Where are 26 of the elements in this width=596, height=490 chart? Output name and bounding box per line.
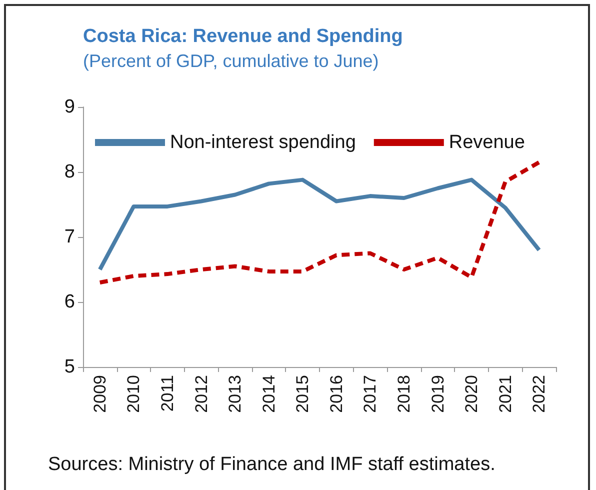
x-tick-label: 2014 <box>259 375 278 413</box>
x-tick-label: 2016 <box>326 375 346 413</box>
x-tick-label: 2009 <box>90 375 110 413</box>
legend-label: Revenue <box>448 132 525 153</box>
x-tick-label: 2021 <box>496 375 515 413</box>
x-tick-label: 2010 <box>124 375 144 413</box>
source-note: Sources: Ministry of Finance and IMF staff estimates. <box>48 454 496 475</box>
chart-subtitle: (Percent of GDP, cumulative to June) <box>83 51 379 71</box>
x-tick-label: 2017 <box>360 375 380 413</box>
x-tick-label: 2019 <box>428 375 448 413</box>
x-tick-label: 2011 <box>158 375 177 412</box>
x-tick-label: 2022 <box>530 375 549 413</box>
x-tick-label: 2018 <box>394 375 414 413</box>
y-tick-label: 9 <box>64 96 75 118</box>
y-tick-label: 7 <box>64 226 75 248</box>
y-tick-label: 6 <box>64 292 75 312</box>
y-tick-label: 5 <box>64 356 75 378</box>
x-tick-label: 2012 <box>192 375 211 413</box>
legend-label: Non-interest spending <box>170 132 356 153</box>
x-tick-label: 2015 <box>293 375 312 413</box>
y-tick-label: 8 <box>64 162 75 182</box>
x-tick-label: 2013 <box>226 375 245 413</box>
line-series <box>98 160 542 284</box>
x-tick-label: 2020 <box>462 375 482 413</box>
line-series <box>98 178 542 272</box>
chart-title: Costa Rica: Revenue and Spending <box>83 26 403 47</box>
